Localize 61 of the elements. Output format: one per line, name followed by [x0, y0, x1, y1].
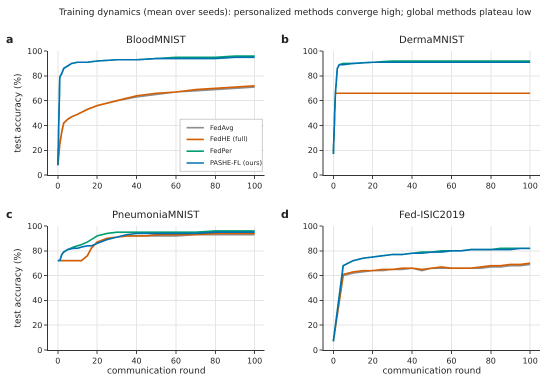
x-tick-label: 60 [170, 182, 182, 191]
x-tick-label: 100 [247, 182, 262, 191]
x-tick-label: 80 [486, 182, 496, 191]
y-tick-label: 60 [32, 96, 42, 106]
y-tick-label: 60 [308, 271, 318, 280]
x-tick-label: 20 [368, 356, 378, 366]
x-tick-label: 0 [55, 356, 60, 366]
y-tick-label: 40 [308, 296, 318, 306]
y-tick-label: 80 [308, 72, 318, 81]
x-tick-label: 100 [522, 182, 538, 191]
y-axis-title: test accuracy (%) [13, 248, 24, 328]
y-tick-label: 20 [32, 321, 42, 330]
y-tick-label: 100 [27, 46, 42, 56]
x-tick-label: 60 [446, 356, 457, 366]
x-tick-label: 20 [92, 356, 102, 366]
y-tick-label: 60 [32, 271, 42, 280]
y-tick-label: 80 [32, 246, 42, 256]
y-tick-label: 80 [308, 246, 318, 256]
x-tick-label: 60 [446, 182, 457, 191]
y-tick-label: 0 [37, 170, 42, 180]
x-tick-label: 0 [55, 182, 60, 191]
x-tick-label: 20 [368, 182, 378, 191]
y-tick-label: 20 [32, 146, 42, 156]
chart-title: BloodMNIST [126, 35, 187, 46]
y-tick-label: 0 [37, 346, 42, 355]
x-tick-label: 40 [406, 182, 418, 191]
x-tick-label: 60 [170, 356, 182, 366]
text: b [281, 33, 289, 46]
x-tick-label: 100 [522, 356, 538, 366]
y-tick-label: 20 [308, 146, 318, 156]
x-tick-label: 100 [247, 356, 262, 366]
x-tick-label: 0 [330, 182, 336, 191]
x-tick-label: 20 [92, 182, 102, 191]
x-tick-label: 80 [486, 356, 496, 366]
x-tick-label: 80 [210, 182, 220, 191]
y-tick-label: 20 [308, 321, 318, 330]
x-tick-label: 40 [406, 356, 418, 366]
x-tick-label: 40 [131, 356, 142, 366]
y-tick-label: 40 [32, 121, 42, 130]
x-axis-title: communication round [382, 366, 482, 376]
text: d [281, 208, 289, 221]
chart-title: DermaMNIST [399, 35, 466, 46]
chart-title: PneumoniaMNIST [112, 210, 200, 221]
y-tick-label: 60 [308, 96, 318, 106]
x-axis-title: communication round [106, 366, 206, 376]
chart-title: Fed-ISIC2019 [399, 210, 465, 221]
y-tick-label: 40 [308, 121, 318, 130]
y-tick-label: 40 [32, 296, 42, 306]
x-tick-label: 40 [131, 182, 142, 191]
y-axis-title: test accuracy (%) [13, 73, 24, 153]
y-tick-label: 100 [27, 222, 42, 231]
text: c [6, 208, 13, 221]
y-tick-label: 0 [312, 170, 318, 180]
text: a [6, 33, 14, 46]
y-tick-label: 100 [302, 46, 318, 56]
y-tick-label: 100 [302, 222, 318, 231]
text: Training dynamics (mean over seeds): personalized methods converge high; global methods plateau low [58, 8, 532, 18]
y-tick-label: 80 [32, 72, 42, 81]
y-tick-label: 0 [312, 346, 318, 355]
x-tick-label: 0 [330, 356, 336, 366]
x-tick-label: 80 [210, 356, 220, 366]
